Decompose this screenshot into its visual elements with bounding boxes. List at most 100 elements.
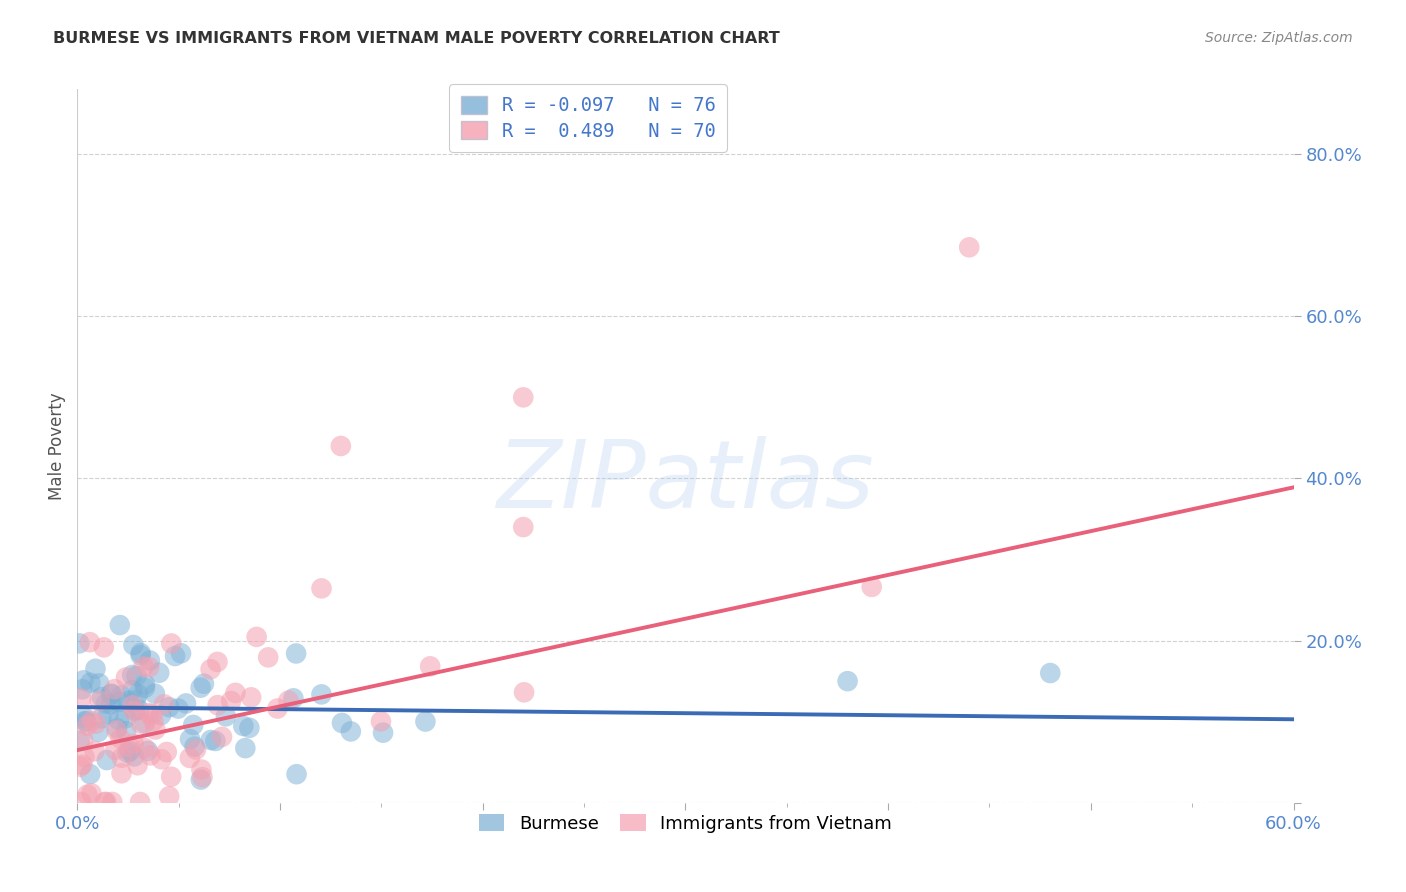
Point: [211, 730, 233, 744]
Point: [370, 714, 392, 729]
Point: [138, 660, 160, 674]
Point: [117, 746, 139, 760]
Point: [132, 659, 155, 673]
Point: [100, 697, 122, 711]
Point: [115, 711, 138, 725]
Text: Source: ZipAtlas.com: Source: ZipAtlas.com: [1205, 31, 1353, 45]
Point: [215, 709, 238, 723]
Point: [84, 716, 107, 731]
Point: [142, 714, 165, 728]
Point: [160, 770, 183, 784]
Point: [108, 618, 131, 632]
Point: [219, 694, 242, 708]
Point: [79, 767, 101, 781]
Point: [415, 714, 437, 729]
Text: ZIPatlas: ZIPatlas: [496, 436, 875, 527]
Point: [419, 659, 441, 673]
Point: [134, 681, 156, 695]
Point: [330, 716, 353, 731]
Point: [70, 691, 93, 706]
Point: [204, 734, 226, 748]
Point: [125, 669, 148, 683]
Point: [73, 710, 96, 724]
Point: [157, 700, 180, 714]
Point: [69, 734, 91, 748]
Point: [233, 741, 256, 756]
Point: [80, 714, 103, 728]
Point: [134, 716, 156, 731]
Point: [87, 725, 110, 739]
Point: [127, 687, 149, 701]
Point: [83, 744, 105, 758]
Point: [193, 676, 215, 690]
Point: [179, 732, 201, 747]
Point: [129, 716, 152, 731]
Point: [283, 691, 305, 706]
Point: [122, 638, 145, 652]
Point: [118, 744, 141, 758]
Point: [1039, 666, 1062, 681]
Point: [167, 701, 190, 715]
Point: [93, 795, 115, 809]
Point: [191, 770, 214, 784]
Point: [190, 772, 212, 787]
Point: [246, 630, 269, 644]
Point: [129, 795, 152, 809]
Point: [111, 750, 134, 764]
Point: [70, 795, 93, 809]
Point: [837, 674, 859, 689]
Point: [860, 580, 883, 594]
Point: [76, 719, 98, 733]
Point: [150, 708, 173, 723]
Point: [156, 745, 179, 759]
Point: [94, 795, 117, 809]
Point: [104, 682, 127, 697]
Point: [70, 757, 93, 772]
Point: [127, 758, 149, 772]
Point: [122, 749, 145, 764]
Point: [94, 697, 117, 711]
Point: [89, 676, 111, 690]
Point: [96, 753, 118, 767]
Point: [139, 653, 162, 667]
Point: [108, 695, 131, 709]
Point: [160, 636, 183, 650]
Point: [957, 240, 980, 254]
Point: [174, 697, 197, 711]
Point: [108, 713, 131, 727]
Point: [207, 655, 229, 669]
Point: [110, 731, 132, 746]
Point: [90, 711, 112, 725]
Point: [200, 733, 222, 747]
Point: [69, 760, 91, 774]
Point: [134, 677, 156, 691]
Point: [122, 737, 145, 751]
Point: [170, 646, 193, 660]
Point: [118, 740, 141, 755]
Point: [72, 682, 94, 697]
Point: [138, 706, 160, 721]
Point: [117, 694, 139, 708]
Point: [224, 686, 246, 700]
Y-axis label: Male Poverty: Male Poverty: [48, 392, 66, 500]
Point: [124, 703, 146, 717]
Point: [285, 767, 308, 781]
Point: [238, 721, 260, 735]
Point: [110, 689, 132, 703]
Point: [141, 707, 163, 722]
Point: [122, 704, 145, 718]
Point: [101, 795, 124, 809]
Point: [121, 668, 143, 682]
Point: [105, 723, 128, 738]
Point: [139, 748, 162, 763]
Point: [513, 685, 536, 699]
Point: [136, 744, 159, 758]
Point: [76, 788, 98, 802]
Point: [512, 390, 534, 404]
Point: [104, 743, 127, 757]
Point: [179, 751, 201, 765]
Point: [311, 582, 333, 596]
Point: [340, 724, 363, 739]
Point: [148, 665, 170, 680]
Point: [79, 635, 101, 649]
